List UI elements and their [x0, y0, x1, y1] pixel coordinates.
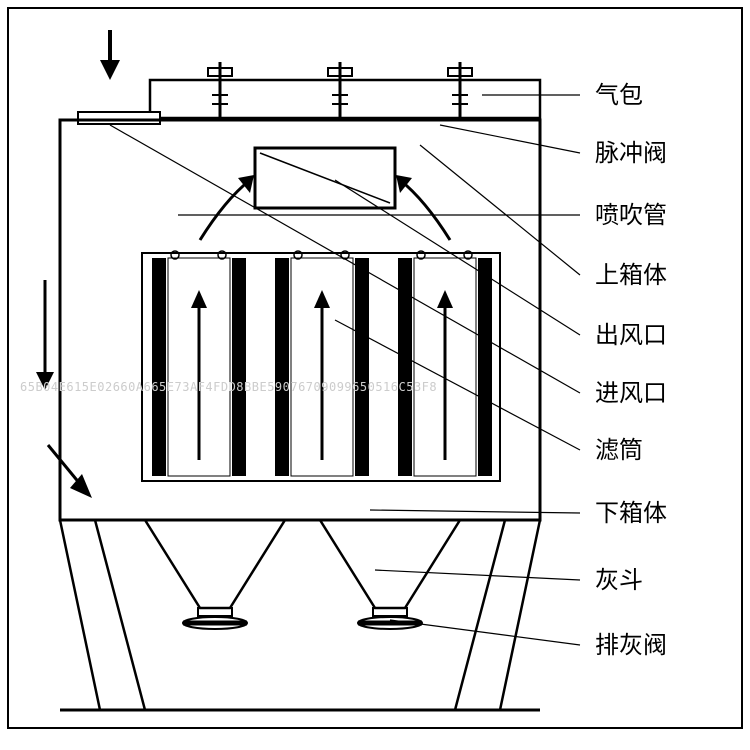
legs — [60, 520, 540, 710]
label-text: 脉冲阀 — [595, 140, 667, 167]
leader-air-inlet — [110, 125, 580, 393]
label-text: 灰斗 — [595, 567, 643, 594]
leader-lower-box — [370, 510, 580, 513]
watermark-text: 65B04E615E02660A665E73AF4FDD8BBE59076709… — [20, 380, 437, 394]
label-text: 喷吹管 — [595, 202, 667, 229]
hoppers — [145, 520, 460, 608]
inlet-arrow-diag — [48, 445, 92, 498]
hopper — [145, 520, 285, 608]
pulse-valve — [448, 62, 472, 118]
label-text: 上箱体 — [595, 262, 667, 289]
inlet-arrow-side — [36, 280, 54, 390]
label-text: 滤筒 — [595, 437, 643, 464]
filter-cartridge — [152, 251, 246, 476]
filter-cartridges — [152, 251, 492, 476]
leader-hopper — [375, 570, 580, 580]
label-text: 排灰阀 — [595, 632, 667, 659]
main-housing — [60, 120, 540, 520]
inlet-arrow-top — [100, 30, 120, 80]
leader-discharge — [390, 620, 580, 645]
labels-group: 气包脉冲阀喷吹管上箱体出风口进风口滤筒下箱体灰斗排灰阀 — [595, 82, 667, 659]
outlet-hatch — [260, 153, 390, 203]
label-text: 气包 — [595, 82, 643, 109]
leader-air-outlet — [335, 180, 580, 335]
filter-cartridge — [275, 251, 369, 476]
discharge-valve — [183, 608, 247, 629]
discharge-valves — [183, 608, 422, 629]
pulse-valve — [208, 62, 232, 118]
inlet-port-top — [78, 112, 160, 124]
pulse-valve — [328, 62, 352, 118]
flow-arrow-left — [200, 175, 254, 240]
pulse-valves-group — [208, 62, 472, 118]
flow-arrow-right — [396, 175, 450, 240]
filter-cartridge — [398, 251, 492, 476]
label-text: 下箱体 — [595, 500, 667, 527]
hopper — [320, 520, 460, 608]
diagram-canvas: 气包脉冲阀喷吹管上箱体出风口进风口滤筒下箱体灰斗排灰阀 — [0, 0, 750, 750]
discharge-valve — [358, 608, 422, 629]
label-text: 出风口 — [595, 322, 667, 349]
leader-lines — [110, 95, 580, 645]
leader-pulse-valve — [440, 125, 580, 153]
label-text: 进风口 — [595, 380, 667, 407]
air-bag — [150, 80, 540, 118]
